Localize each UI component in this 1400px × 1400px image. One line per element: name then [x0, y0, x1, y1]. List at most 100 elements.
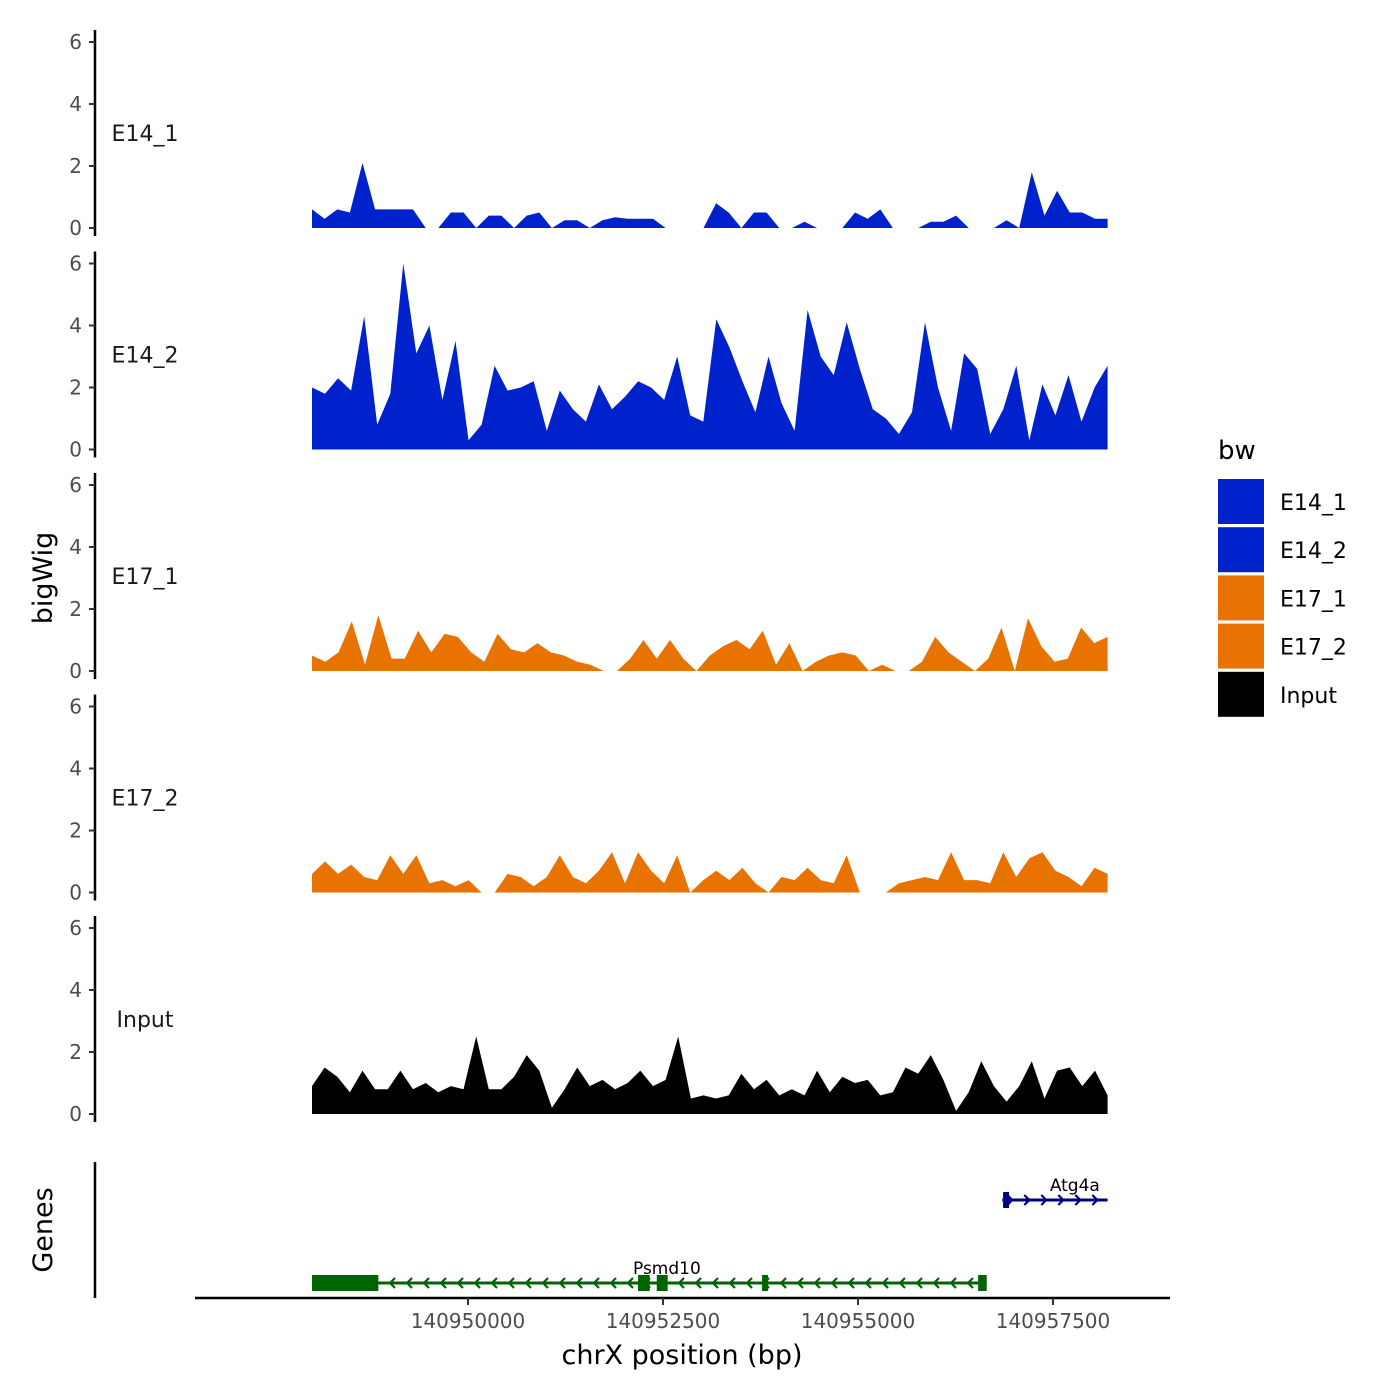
strand-arrow: [1057, 1194, 1065, 1206]
legend-item-e14-1: E14_1: [1218, 479, 1347, 524]
legend-swatch: [1218, 623, 1264, 669]
y-tick-label: 6: [69, 473, 82, 497]
legend-swatch: [1218, 575, 1264, 621]
strand-arrow: [507, 1277, 515, 1289]
strand-arrow: [1074, 1194, 1082, 1206]
strand-arrow: [388, 1277, 396, 1289]
strand-arrow: [1040, 1194, 1048, 1206]
track-input: 0 2 4 6 Input: [69, 916, 1108, 1126]
legend-label: E14_2: [1280, 539, 1347, 564]
strand-arrow: [932, 1277, 940, 1289]
strand-arrow: [864, 1277, 872, 1289]
strand-arrow: [490, 1277, 498, 1289]
strand-arrow: [847, 1277, 855, 1289]
y-tick-label: 2: [69, 597, 82, 621]
y-axis-title: bigWig: [28, 532, 59, 625]
legend-label: E14_1: [1280, 491, 1347, 516]
signal-area: [312, 615, 1108, 671]
y-tick-label: 6: [69, 252, 82, 276]
y-tick-label: 2: [69, 819, 82, 843]
gene-exon: [1003, 1192, 1010, 1208]
x-axis: chrX position (bp) 140950000 140952500 140…: [195, 1296, 1170, 1371]
legend-item-e17-1: E17_1: [1218, 575, 1347, 621]
gene-label: Atg4a: [1050, 1176, 1100, 1196]
track-label: E14_2: [112, 344, 179, 369]
track-e17-1: 0 2 4 6 E17_1: [69, 473, 1108, 683]
y-tick-label: 0: [69, 438, 82, 462]
track-label: E17_2: [112, 787, 179, 812]
gene-exon: [978, 1275, 987, 1291]
signal-area: [312, 162, 1108, 228]
strand-arrow: [813, 1277, 821, 1289]
y-tick-label: 0: [69, 881, 82, 905]
strand-arrow: [796, 1277, 804, 1289]
gene-label: Psmd10: [633, 1259, 701, 1279]
y-axis-title-group: bigWig: [28, 532, 59, 625]
legend-swatch: [1218, 671, 1264, 717]
strand-arrow: [1023, 1194, 1031, 1206]
y-tick-label: 2: [69, 376, 82, 400]
signal-area: [312, 852, 1108, 893]
gene-exon: [656, 1275, 668, 1291]
y-tick-label: 4: [69, 978, 82, 1002]
strand-arrow: [626, 1277, 634, 1289]
genes-axis-title: Genes: [28, 1187, 59, 1272]
strand-arrow: [881, 1277, 889, 1289]
strand-arrow: [558, 1277, 566, 1289]
strand-arrow: [592, 1277, 600, 1289]
y-tick-label: 4: [69, 757, 82, 781]
strand-arrow: [677, 1277, 685, 1289]
x-tick-label: 140950000: [411, 1309, 526, 1333]
legend-label: Input: [1280, 684, 1337, 709]
y-tick-label: 0: [69, 659, 82, 683]
strand-arrow: [711, 1277, 719, 1289]
x-tick-label: 140955000: [801, 1309, 916, 1333]
legend-swatch: [1218, 479, 1264, 524]
signal-area: [312, 1036, 1108, 1114]
strand-arrow: [728, 1277, 736, 1289]
track-label: Input: [117, 1008, 174, 1033]
legend: bw E14_1 E14_2 E17_1 E17_2 Input: [1218, 436, 1347, 717]
y-tick-label: 6: [69, 695, 82, 719]
legend-title: bw: [1218, 436, 1256, 466]
track-label: E17_1: [112, 565, 179, 590]
strand-arrow: [694, 1277, 702, 1289]
gene-exon: [312, 1275, 379, 1291]
y-tick-label: 2: [69, 154, 82, 178]
strand-arrow: [439, 1277, 447, 1289]
gene-psmd10: Psmd10: [312, 1259, 987, 1291]
strand-arrow: [524, 1277, 532, 1289]
bigwig-tracks: 0 2 4 6 E14_1 0 2 4 6 E14_2 0 2 4 6 E17_1 0 2 4 6 E17_2 0 2 4 6…: [69, 30, 1108, 1126]
x-tick-label: 140952500: [606, 1309, 721, 1333]
strand-arrow: [609, 1277, 617, 1289]
strand-arrow: [456, 1277, 464, 1289]
gene-atg4a: Atg4a: [1002, 1176, 1108, 1208]
y-tick-label: 0: [69, 1102, 82, 1126]
legend-item-e17-2: E17_2: [1218, 623, 1347, 669]
track-e17-2: 0 2 4 6 E17_2: [69, 694, 1108, 905]
strand-arrow: [915, 1277, 923, 1289]
strand-arrow: [949, 1277, 957, 1289]
genes-panel: Genes Psmd10 Atg4a: [28, 1162, 1108, 1298]
track-e14-2: 0 2 4 6 E14_2: [69, 251, 1108, 462]
y-tick-label: 2: [69, 1040, 82, 1064]
legend-label: E17_1: [1280, 587, 1347, 612]
gene-exon: [638, 1275, 650, 1291]
gene-exon: [762, 1275, 769, 1291]
strand-arrow: [779, 1277, 787, 1289]
strand-arrow: [1091, 1194, 1099, 1206]
y-tick-label: 0: [69, 216, 82, 240]
strand-arrow: [405, 1277, 413, 1289]
strand-arrow: [473, 1277, 481, 1289]
legend-item-e14-2: E14_2: [1218, 527, 1347, 573]
strand-arrow: [541, 1277, 549, 1289]
y-tick-label: 4: [69, 92, 82, 116]
strand-arrow: [422, 1277, 430, 1289]
strand-arrow: [745, 1277, 753, 1289]
signal-area: [312, 263, 1108, 450]
strand-arrow: [575, 1277, 583, 1289]
strand-arrow: [830, 1277, 838, 1289]
legend-swatch: [1218, 527, 1264, 573]
track-label: E14_1: [112, 122, 179, 147]
